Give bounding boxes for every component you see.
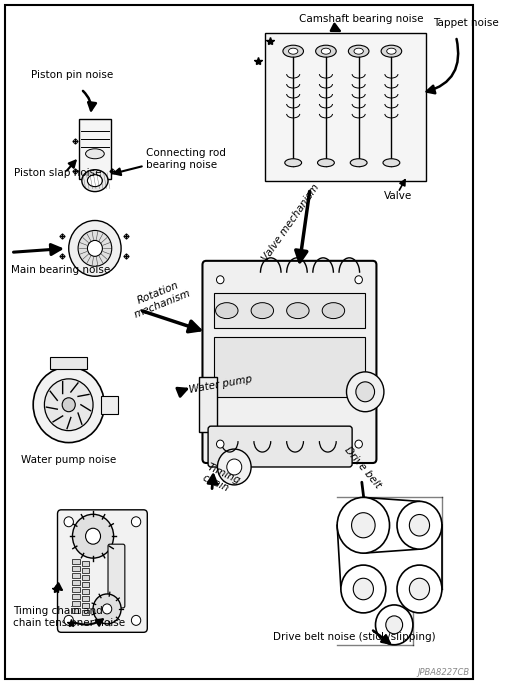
Bar	[102, 396, 118, 414]
Circle shape	[356, 382, 374, 402]
Circle shape	[227, 459, 242, 475]
Bar	[73, 594, 80, 599]
Circle shape	[73, 514, 114, 558]
Ellipse shape	[350, 159, 367, 167]
Circle shape	[397, 501, 442, 549]
Bar	[79, 119, 111, 179]
Bar	[214, 337, 365, 397]
Text: Valve: Valve	[384, 191, 412, 200]
Bar	[73, 580, 80, 585]
Text: Drive belt noise (stick/slipping): Drive belt noise (stick/slipping)	[273, 632, 435, 642]
Ellipse shape	[318, 159, 334, 167]
FancyBboxPatch shape	[208, 426, 352, 467]
Text: Connecting rod
bearing noise: Connecting rod bearing noise	[146, 148, 226, 170]
Text: Tappet noise: Tappet noise	[433, 18, 499, 28]
Bar	[73, 587, 80, 592]
Ellipse shape	[354, 48, 363, 54]
Circle shape	[375, 605, 413, 645]
Bar	[265, 34, 426, 181]
Circle shape	[93, 594, 121, 624]
Circle shape	[337, 497, 390, 553]
Circle shape	[64, 517, 73, 527]
Text: Piston slap noise: Piston slap noise	[15, 168, 102, 178]
FancyBboxPatch shape	[203, 261, 376, 463]
Circle shape	[132, 517, 141, 527]
Bar	[82, 603, 89, 608]
Ellipse shape	[321, 48, 331, 54]
Bar	[82, 575, 89, 580]
Circle shape	[355, 276, 362, 284]
Circle shape	[341, 565, 386, 613]
Ellipse shape	[348, 45, 369, 57]
Circle shape	[353, 578, 373, 600]
Ellipse shape	[285, 159, 302, 167]
FancyBboxPatch shape	[108, 544, 125, 608]
Text: Main bearing noise: Main bearing noise	[11, 265, 110, 275]
Bar	[73, 608, 80, 613]
Circle shape	[216, 440, 224, 448]
Circle shape	[87, 240, 103, 256]
Bar	[50, 357, 87, 369]
Ellipse shape	[85, 149, 104, 159]
Ellipse shape	[283, 45, 303, 57]
Circle shape	[386, 616, 403, 634]
Circle shape	[33, 367, 104, 443]
FancyBboxPatch shape	[57, 510, 147, 632]
Circle shape	[397, 565, 442, 613]
Circle shape	[355, 440, 362, 448]
Circle shape	[62, 398, 75, 412]
Bar	[73, 573, 80, 578]
Ellipse shape	[383, 159, 400, 167]
Circle shape	[78, 231, 112, 266]
Text: Water pump noise: Water pump noise	[21, 455, 116, 464]
Bar	[73, 566, 80, 571]
Text: Camshaft bearing noise: Camshaft bearing noise	[299, 14, 423, 25]
Ellipse shape	[251, 302, 273, 319]
Circle shape	[346, 372, 384, 412]
Bar	[82, 610, 89, 615]
Ellipse shape	[315, 45, 336, 57]
Text: Water pump: Water pump	[188, 374, 253, 395]
Bar	[82, 596, 89, 601]
Text: Timing chain and
chain tensioner noise: Timing chain and chain tensioner noise	[13, 606, 125, 628]
Ellipse shape	[215, 302, 238, 319]
Bar	[82, 561, 89, 566]
Text: Timing
chain: Timing chain	[201, 462, 242, 497]
Circle shape	[103, 604, 112, 614]
Ellipse shape	[82, 170, 108, 192]
Circle shape	[217, 449, 251, 485]
Ellipse shape	[87, 174, 103, 187]
Circle shape	[64, 616, 73, 625]
Circle shape	[132, 616, 141, 625]
Bar	[73, 601, 80, 606]
Circle shape	[352, 513, 375, 538]
Text: JPBA8227CB: JPBA8227CB	[417, 668, 469, 676]
Ellipse shape	[381, 45, 402, 57]
Circle shape	[409, 578, 430, 600]
Ellipse shape	[289, 48, 298, 54]
Bar	[82, 568, 89, 573]
Text: Rotation
mechanism: Rotation mechanism	[129, 277, 193, 319]
Circle shape	[85, 528, 101, 544]
Text: Piston pin noise: Piston pin noise	[31, 70, 114, 80]
Bar	[82, 582, 89, 587]
Text: Drive belt: Drive belt	[343, 445, 383, 490]
Ellipse shape	[387, 48, 396, 54]
Circle shape	[409, 514, 430, 536]
Bar	[214, 293, 365, 328]
Ellipse shape	[322, 302, 344, 319]
Bar	[199, 377, 217, 432]
Circle shape	[44, 379, 93, 431]
Bar	[82, 589, 89, 594]
Bar	[73, 559, 80, 564]
Text: Valve mechanism: Valve mechanism	[261, 182, 322, 263]
Ellipse shape	[287, 302, 309, 319]
Circle shape	[69, 220, 121, 276]
Circle shape	[216, 276, 224, 284]
